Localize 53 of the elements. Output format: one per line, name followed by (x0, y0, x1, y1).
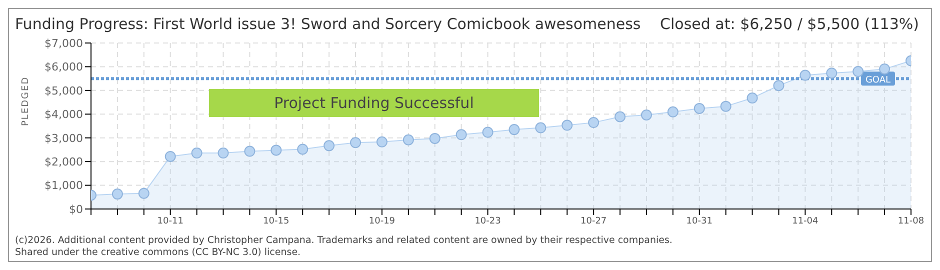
point (720, 100, 732, 112)
y-axis-title: PLEDGED (21, 76, 32, 126)
point (746, 92, 758, 104)
point (508, 124, 520, 136)
point (773, 80, 784, 92)
x-tick-label: 10-23 (474, 216, 501, 226)
y-tick-label: $0 (69, 202, 83, 216)
y-tick-label: $4,000 (44, 108, 83, 122)
point (588, 117, 600, 128)
point (350, 137, 362, 148)
y-tick-label: $1,000 (44, 179, 83, 192)
x-tick-label: 11-04 (792, 216, 819, 226)
point (164, 150, 176, 162)
point (191, 148, 202, 159)
point (456, 129, 467, 140)
chart-title: Funding Progress: First World issue 3! Sword and Sorcery Comicbook awesomeness (15, 15, 641, 33)
point (640, 109, 652, 120)
point (297, 144, 308, 155)
point (482, 126, 494, 138)
text: (c)2026. Additional content provided by Christopher Campana. Trademarks and related content are owned by their respective companies. (15, 235, 672, 247)
text: Shared under the creative commons (CC BY-NC 3.0) license. (15, 247, 302, 259)
point (694, 102, 705, 114)
point (667, 106, 678, 118)
point (614, 111, 626, 122)
y-tick-label: $2,000 (44, 155, 83, 168)
point (826, 68, 838, 79)
y-tick-label: $6,000 (44, 60, 83, 74)
point (852, 66, 864, 77)
chart-subtitle: Closed at: $6,250 / $5,500 (113%) (660, 15, 919, 33)
x-tick-label: 10-19 (368, 216, 396, 226)
y-tick-label: $3,000 (44, 132, 83, 145)
point (562, 120, 573, 131)
x-tick-label: 10-15 (263, 216, 290, 226)
point (218, 148, 229, 159)
point (402, 134, 414, 146)
banner: Project Funding Successful (209, 89, 539, 117)
x-tick-label: 10-11 (157, 216, 184, 226)
point (138, 188, 150, 199)
point (112, 188, 123, 200)
ref-line-label: GOAL (865, 76, 891, 86)
point (879, 63, 890, 74)
point (800, 70, 811, 81)
point (535, 122, 546, 134)
y-tick-label: $5,000 (44, 84, 83, 98)
point (376, 136, 388, 148)
point (429, 132, 440, 144)
y-tick-label: $7,000 (44, 36, 83, 50)
x-tick-label: 11-08 (898, 216, 924, 226)
point (270, 144, 282, 156)
x-tick-label: 10-27 (580, 216, 607, 226)
point (324, 140, 335, 152)
point (244, 146, 256, 157)
x-tick-label: 10-31 (686, 216, 712, 226)
